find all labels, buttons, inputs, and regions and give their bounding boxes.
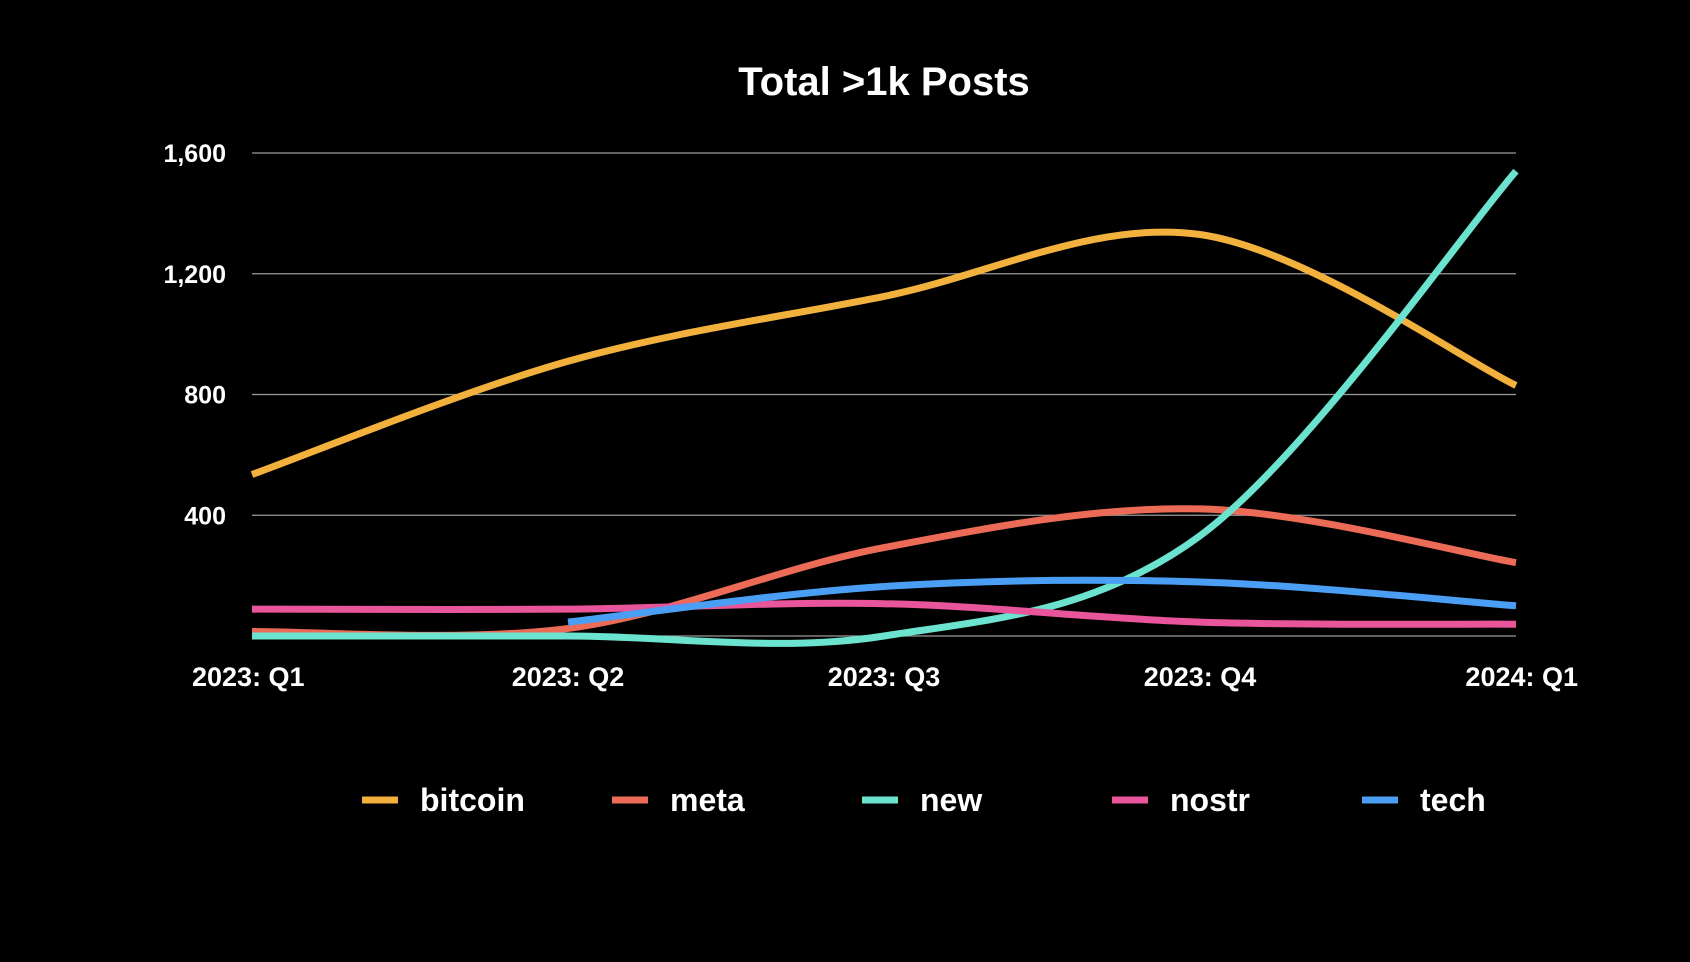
legend-label-meta: meta (670, 782, 745, 818)
y-tick-label: 1,200 (163, 261, 226, 289)
series-line-tech (567, 576, 1517, 626)
legend-label-new: new (920, 782, 982, 818)
y-tick-label: 1,600 (163, 140, 226, 168)
chart-title: Total >1k Posts (738, 60, 1030, 104)
x-tick-label: 2024: Q1 (1465, 662, 1578, 692)
y-axis-ticks: 400 800 1,200 1,600 (163, 140, 226, 530)
legend: bitcoin meta new nostr tech (362, 782, 1486, 818)
x-tick-label: 2023: Q2 (512, 662, 625, 692)
y-tick-label: 400 (184, 502, 226, 530)
x-tick-label: 2023: Q1 (192, 662, 305, 692)
series-lines (250, 168, 1519, 647)
legend-label-tech: tech (1420, 782, 1486, 818)
x-tick-label: 2023: Q3 (828, 662, 941, 692)
series-line-new (252, 168, 1519, 647)
y-tick-label: 800 (184, 382, 226, 410)
x-tick-label: 2023: Q4 (1144, 662, 1257, 692)
legend-label-bitcoin: bitcoin (420, 782, 525, 818)
legend-label-nostr: nostr (1170, 782, 1250, 818)
gridlines (252, 152, 1516, 637)
x-axis-ticks: 2023: Q1 2023: Q2 2023: Q3 2023: Q4 2024: Q1 (192, 662, 1578, 692)
series-line-nostr (251, 599, 1517, 628)
series-line-bitcoin (250, 228, 1518, 478)
series-line-meta (251, 505, 1517, 639)
